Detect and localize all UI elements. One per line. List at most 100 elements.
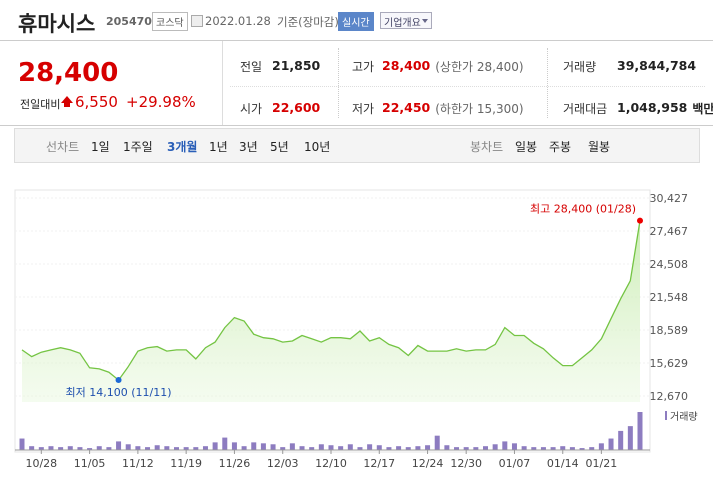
x-tick-label: 11/26 [219, 457, 251, 470]
volume-bar [444, 445, 450, 450]
x-tick-label: 12/10 [315, 457, 347, 470]
realtime-button[interactable]: 실시간 [338, 12, 374, 31]
volume-bar [618, 430, 624, 450]
volume-bar [598, 443, 604, 450]
y-tick-label: 15,629 [650, 357, 689, 370]
x-tick-label: 01/07 [499, 457, 531, 470]
volume-bar [77, 447, 83, 450]
high-label: 최고 28,400 (01/28) [530, 203, 636, 216]
x-tick-label: 10/28 [25, 457, 57, 470]
volume-bar [299, 446, 305, 450]
stat-value: 28,400 [382, 58, 431, 73]
volume-bar [116, 441, 122, 450]
stat-value: 39,844,784 [617, 58, 697, 73]
up-arrow-stem [64, 103, 70, 107]
stock-code: 205470 [106, 15, 152, 28]
volume-bar [202, 446, 208, 450]
date: 2022.01.28 [205, 14, 271, 28]
volume-bar [212, 442, 218, 450]
stat-label: 시가 [240, 102, 263, 116]
volume-bar [241, 446, 247, 450]
stat-value: 1,048,958 [617, 100, 688, 115]
volume-bar [183, 447, 189, 450]
candle-tab[interactable]: 월봉 [588, 140, 611, 154]
volume-bar [502, 441, 508, 450]
x-tick-label: 11/05 [74, 457, 106, 470]
volume-bar [164, 446, 170, 450]
x-tick-label: 12/24 [412, 457, 444, 470]
stat-note: (상한가 28,400) [435, 60, 524, 74]
divider [338, 48, 340, 118]
volume-bar [87, 448, 93, 450]
volume-bar [589, 447, 595, 450]
stat-label: 저가 [352, 102, 375, 116]
volume-bar [463, 447, 469, 450]
tab-group-label: 선차트 [46, 140, 80, 154]
volume-bar [38, 447, 44, 450]
volume-bar [454, 447, 460, 450]
stock-name: 휴마시스 [18, 12, 96, 36]
volume-bar [280, 447, 286, 450]
period-tab[interactable]: 3개월 [167, 140, 198, 154]
volume-bar [579, 448, 585, 450]
volume-bar [347, 444, 353, 450]
divider [230, 86, 705, 88]
plot-frame [14, 189, 651, 453]
volume-bar [405, 447, 411, 450]
volume-bar [19, 438, 25, 450]
volume-bar [627, 426, 633, 450]
volume-bar [309, 447, 315, 450]
volume-bar [67, 446, 73, 450]
low-label: 최저 14,100 (11/11) [66, 386, 172, 399]
basis: 기준(장마감) [277, 15, 339, 29]
volume-bar [58, 447, 64, 450]
period-tab[interactable]: 1주일 [123, 140, 153, 154]
volume-bar [193, 447, 199, 450]
volume-bar [154, 445, 160, 450]
candle-tab[interactable]: 주봉 [549, 140, 572, 154]
stat-label: 전일 [240, 60, 263, 74]
stat-label: 거래대금 [563, 102, 608, 116]
volume-bar [328, 445, 334, 450]
x-tick-label: 11/19 [170, 457, 202, 470]
price: 28,400 [18, 58, 119, 88]
volume-bar [415, 446, 421, 450]
period-tab[interactable]: 10년 [304, 140, 331, 154]
volume-bar [560, 446, 566, 450]
volume-bar [106, 447, 112, 450]
market-badge: 코스닥 [152, 12, 188, 31]
change: 6,550 [75, 93, 118, 111]
stat-value: 22,450 [382, 100, 431, 115]
volume-bar [96, 446, 102, 450]
candle-tab[interactable]: 일봉 [515, 140, 538, 154]
volume-bar [483, 446, 488, 450]
volume-bar [396, 446, 402, 450]
period-tab[interactable]: 3년 [239, 140, 258, 154]
x-tick-label: 11/12 [122, 457, 154, 470]
company-button[interactable]: 기업개요 [380, 12, 432, 29]
high-point [637, 217, 643, 224]
change-label: 전일대비 [20, 98, 61, 111]
volume-bar [251, 442, 257, 450]
volume-bar [425, 445, 431, 450]
volume-bar [29, 446, 35, 450]
volume-bar [367, 444, 373, 450]
x-tick-label: 12/30 [450, 457, 482, 470]
up-arrow [61, 96, 73, 103]
volume-bar [386, 447, 392, 450]
x-tick-label: 12/17 [363, 457, 395, 470]
period-tab[interactable]: 5년 [270, 140, 289, 154]
y-tick-label: 12,670 [650, 390, 689, 403]
x-tick-label: 01/21 [586, 457, 618, 470]
volume-bar [531, 447, 537, 450]
volume-bar [569, 447, 575, 450]
period-tab[interactable]: 1일 [91, 140, 110, 154]
change-pct: +29.98% [126, 93, 196, 111]
volume-bar [125, 444, 131, 450]
period-tab[interactable]: 1년 [209, 140, 228, 154]
volume-bar [48, 446, 54, 450]
volume-bar [376, 445, 382, 450]
volume-bar [222, 437, 228, 450]
